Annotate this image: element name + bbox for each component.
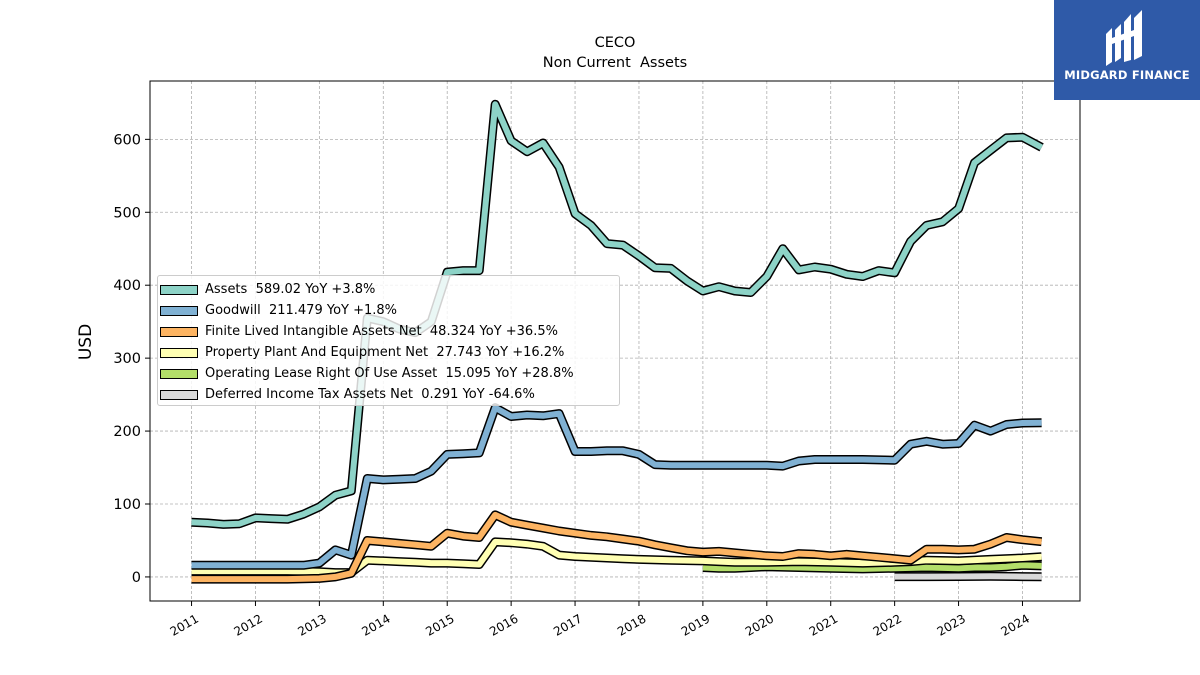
plot-frame <box>149 80 1081 602</box>
chart-legend: Assets 589.02 YoY +3.8% Goodwill 211.479 … <box>157 275 620 406</box>
legend-item: Finite Lived Intangible Assets Net 48.32… <box>158 321 619 342</box>
legend-label: Finite Lived Intangible Assets Net 48.32… <box>205 324 558 339</box>
x-axis: 2011 2012 2013 2014 2015 2016 2017 2018 2019 2020… <box>168 601 1032 639</box>
y-tick-label: 200 <box>113 424 141 440</box>
x-tick-label: 2012 <box>232 611 265 638</box>
x-tick-label: 2015 <box>423 611 456 638</box>
logo-mark-icon <box>1106 10 1142 66</box>
chart-title: CECO <box>595 35 636 51</box>
x-tick-label: 2011 <box>168 611 201 638</box>
y-tick-label: 500 <box>113 205 141 221</box>
legend-swatch <box>160 347 198 358</box>
y-tick-label: 100 <box>113 497 141 513</box>
chart-subtitle: Non Current Assets <box>543 55 687 71</box>
legend-item: Deferred Income Tax Assets Net 0.291 YoY… <box>158 384 619 405</box>
y-axis-label: USD <box>76 324 96 360</box>
legend-swatch <box>160 368 198 379</box>
series-line <box>191 511 1042 583</box>
x-tick-label: 2022 <box>871 611 904 638</box>
legend-item: Goodwill 211.479 YoY +1.8% <box>158 300 619 321</box>
y-axis: 0 100 200 300 400 500 600 <box>113 132 150 586</box>
x-tick-label: 2021 <box>807 611 840 638</box>
legend-item: Property Plant And Equipment Net 27.743 … <box>158 342 619 363</box>
legend-swatch <box>160 305 198 316</box>
series-assets <box>191 99 1044 529</box>
x-tick-label: 2014 <box>359 611 392 638</box>
series-finite-lived-intangible-assets-net <box>191 510 1043 584</box>
legend-label: Deferred Income Tax Assets Net 0.291 YoY… <box>205 387 535 402</box>
series-line <box>191 404 1042 569</box>
x-tick-label: 2020 <box>743 611 776 638</box>
x-tick-label: 2023 <box>935 611 968 638</box>
legend-swatch <box>160 389 198 400</box>
legend-swatch <box>160 284 198 295</box>
legend-item: Operating Lease Right Of Use Asset 15.09… <box>158 363 619 384</box>
y-tick-label: 300 <box>113 351 141 367</box>
series-goodwill <box>191 403 1042 570</box>
series-operating-lease-right-of-use-asset <box>702 560 1042 574</box>
y-tick-label: 0 <box>132 570 141 586</box>
x-tick-label: 2019 <box>679 611 712 638</box>
x-tick-label: 2024 <box>999 611 1032 638</box>
legend-item: Assets 589.02 YoY +3.8% <box>158 279 619 300</box>
legend-label: Property Plant And Equipment Net 27.743 … <box>205 345 565 360</box>
x-tick-label: 2018 <box>615 611 648 638</box>
legend-label: Operating Lease Right Of Use Asset 15.09… <box>205 366 574 381</box>
brand-logo: MIDGARD FINANCE <box>1054 0 1200 100</box>
y-tick-label: 400 <box>113 278 141 294</box>
logo-text: MIDGARD FINANCE <box>1064 68 1190 82</box>
x-tick-label: 2017 <box>551 611 584 638</box>
series-line <box>191 101 1044 528</box>
x-tick-label: 2013 <box>295 611 328 638</box>
series-layer <box>191 99 1044 584</box>
legend-label: Goodwill 211.479 YoY +1.8% <box>205 303 398 318</box>
legend-swatch <box>160 326 198 337</box>
legend-label: Assets 589.02 YoY +3.8% <box>205 282 376 297</box>
x-tick-label: 2016 <box>487 611 520 638</box>
series-line <box>702 562 1042 572</box>
y-tick-label: 600 <box>113 132 141 148</box>
